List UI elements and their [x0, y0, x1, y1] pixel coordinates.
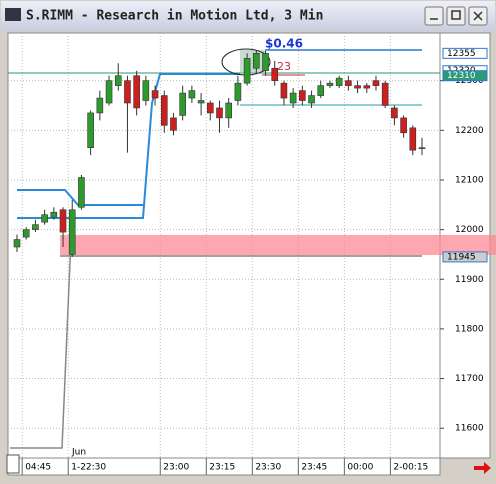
app-icon — [5, 8, 21, 21]
candle-body — [50, 211, 58, 218]
candle-body — [400, 117, 407, 134]
y-tick-label: 11800 — [455, 324, 484, 334]
candle-body — [335, 77, 343, 86]
candle-body — [243, 58, 251, 84]
candle-body — [13, 239, 21, 248]
maximize-button[interactable] — [446, 6, 466, 26]
candle-body — [206, 102, 214, 114]
candle-body — [197, 100, 205, 104]
highlight-band — [60, 235, 496, 255]
x-tick-label: 2-00:15 — [393, 463, 428, 473]
candle-body — [299, 90, 306, 101]
candle-body — [354, 85, 361, 89]
x-tick-label: 23:45 — [301, 463, 327, 473]
x-tick-label: 04:45 — [25, 463, 51, 473]
candle-body — [381, 82, 389, 106]
candle-body — [262, 53, 269, 72]
candle-body — [41, 214, 48, 223]
candle-body — [409, 127, 417, 151]
title-bar — [1, 1, 495, 31]
y-tick-label: 12200 — [455, 126, 484, 136]
x-tick-label: 23:15 — [209, 463, 235, 473]
candle-body — [160, 95, 168, 126]
count-label: 23 — [277, 60, 291, 73]
candle-body — [114, 75, 122, 86]
candle-body — [253, 53, 260, 69]
candle-body — [391, 107, 398, 119]
price-tag — [442, 47, 488, 59]
candle-body — [32, 224, 39, 230]
button-glyphs — [430, 10, 483, 21]
candle-body — [96, 97, 104, 114]
indicator-line — [17, 189, 143, 206]
candle-body — [372, 80, 380, 86]
candle-body — [289, 92, 297, 104]
price-tag-label: 12310 — [447, 71, 476, 81]
scroll-arrow[interactable] — [474, 462, 491, 474]
price-tag — [442, 70, 488, 82]
candle-body — [151, 90, 159, 99]
candle-body — [133, 75, 140, 109]
candle-body — [363, 85, 371, 89]
candle-body — [225, 102, 233, 119]
x-tick-label: 23:30 — [255, 463, 281, 473]
candle-body — [22, 229, 30, 238]
candle-body — [78, 177, 85, 208]
price-tag — [442, 251, 488, 263]
candle-body — [345, 80, 352, 86]
candle-body — [87, 112, 94, 148]
candle-body — [124, 80, 131, 104]
selection-box — [240, 50, 265, 72]
candle-body — [326, 82, 334, 86]
y-tick-label: 11900 — [455, 275, 484, 285]
candle-body — [216, 107, 223, 119]
candle-body — [418, 147, 426, 149]
indicator-line — [17, 73, 240, 219]
price-change-label: $0.46 — [265, 37, 303, 51]
candle-body — [188, 90, 196, 99]
scroll-box[interactable] — [6, 454, 20, 474]
candle-body — [68, 209, 76, 255]
y-tick-label: 11600 — [455, 424, 484, 434]
month-label: Jun — [71, 448, 86, 458]
candle-body — [308, 95, 315, 104]
x-tick-label: 1-22:30 — [71, 463, 106, 473]
candle-body — [170, 117, 177, 131]
y-tick-label: 12100 — [455, 175, 484, 185]
window-title: S.RIMM - Research in Motion Ltd, 3 Min — [26, 9, 323, 24]
price-tag-label: 11945 — [447, 252, 476, 262]
candle-body — [105, 80, 113, 104]
candle-body — [59, 209, 67, 233]
candle-body — [234, 82, 242, 101]
minimize-button[interactable] — [424, 6, 444, 26]
price-tag-label: 12355 — [447, 49, 476, 59]
candle-body — [179, 92, 186, 116]
y-tick-label: 11700 — [455, 374, 484, 384]
y-tick-label: 12000 — [455, 225, 484, 235]
candle-body — [271, 67, 279, 81]
candle-body — [317, 85, 325, 96]
candle-body — [142, 80, 150, 101]
x-tick-label: 00:00 — [347, 463, 373, 473]
candle-body — [280, 82, 288, 99]
x-tick-label: 23:00 — [163, 463, 189, 473]
